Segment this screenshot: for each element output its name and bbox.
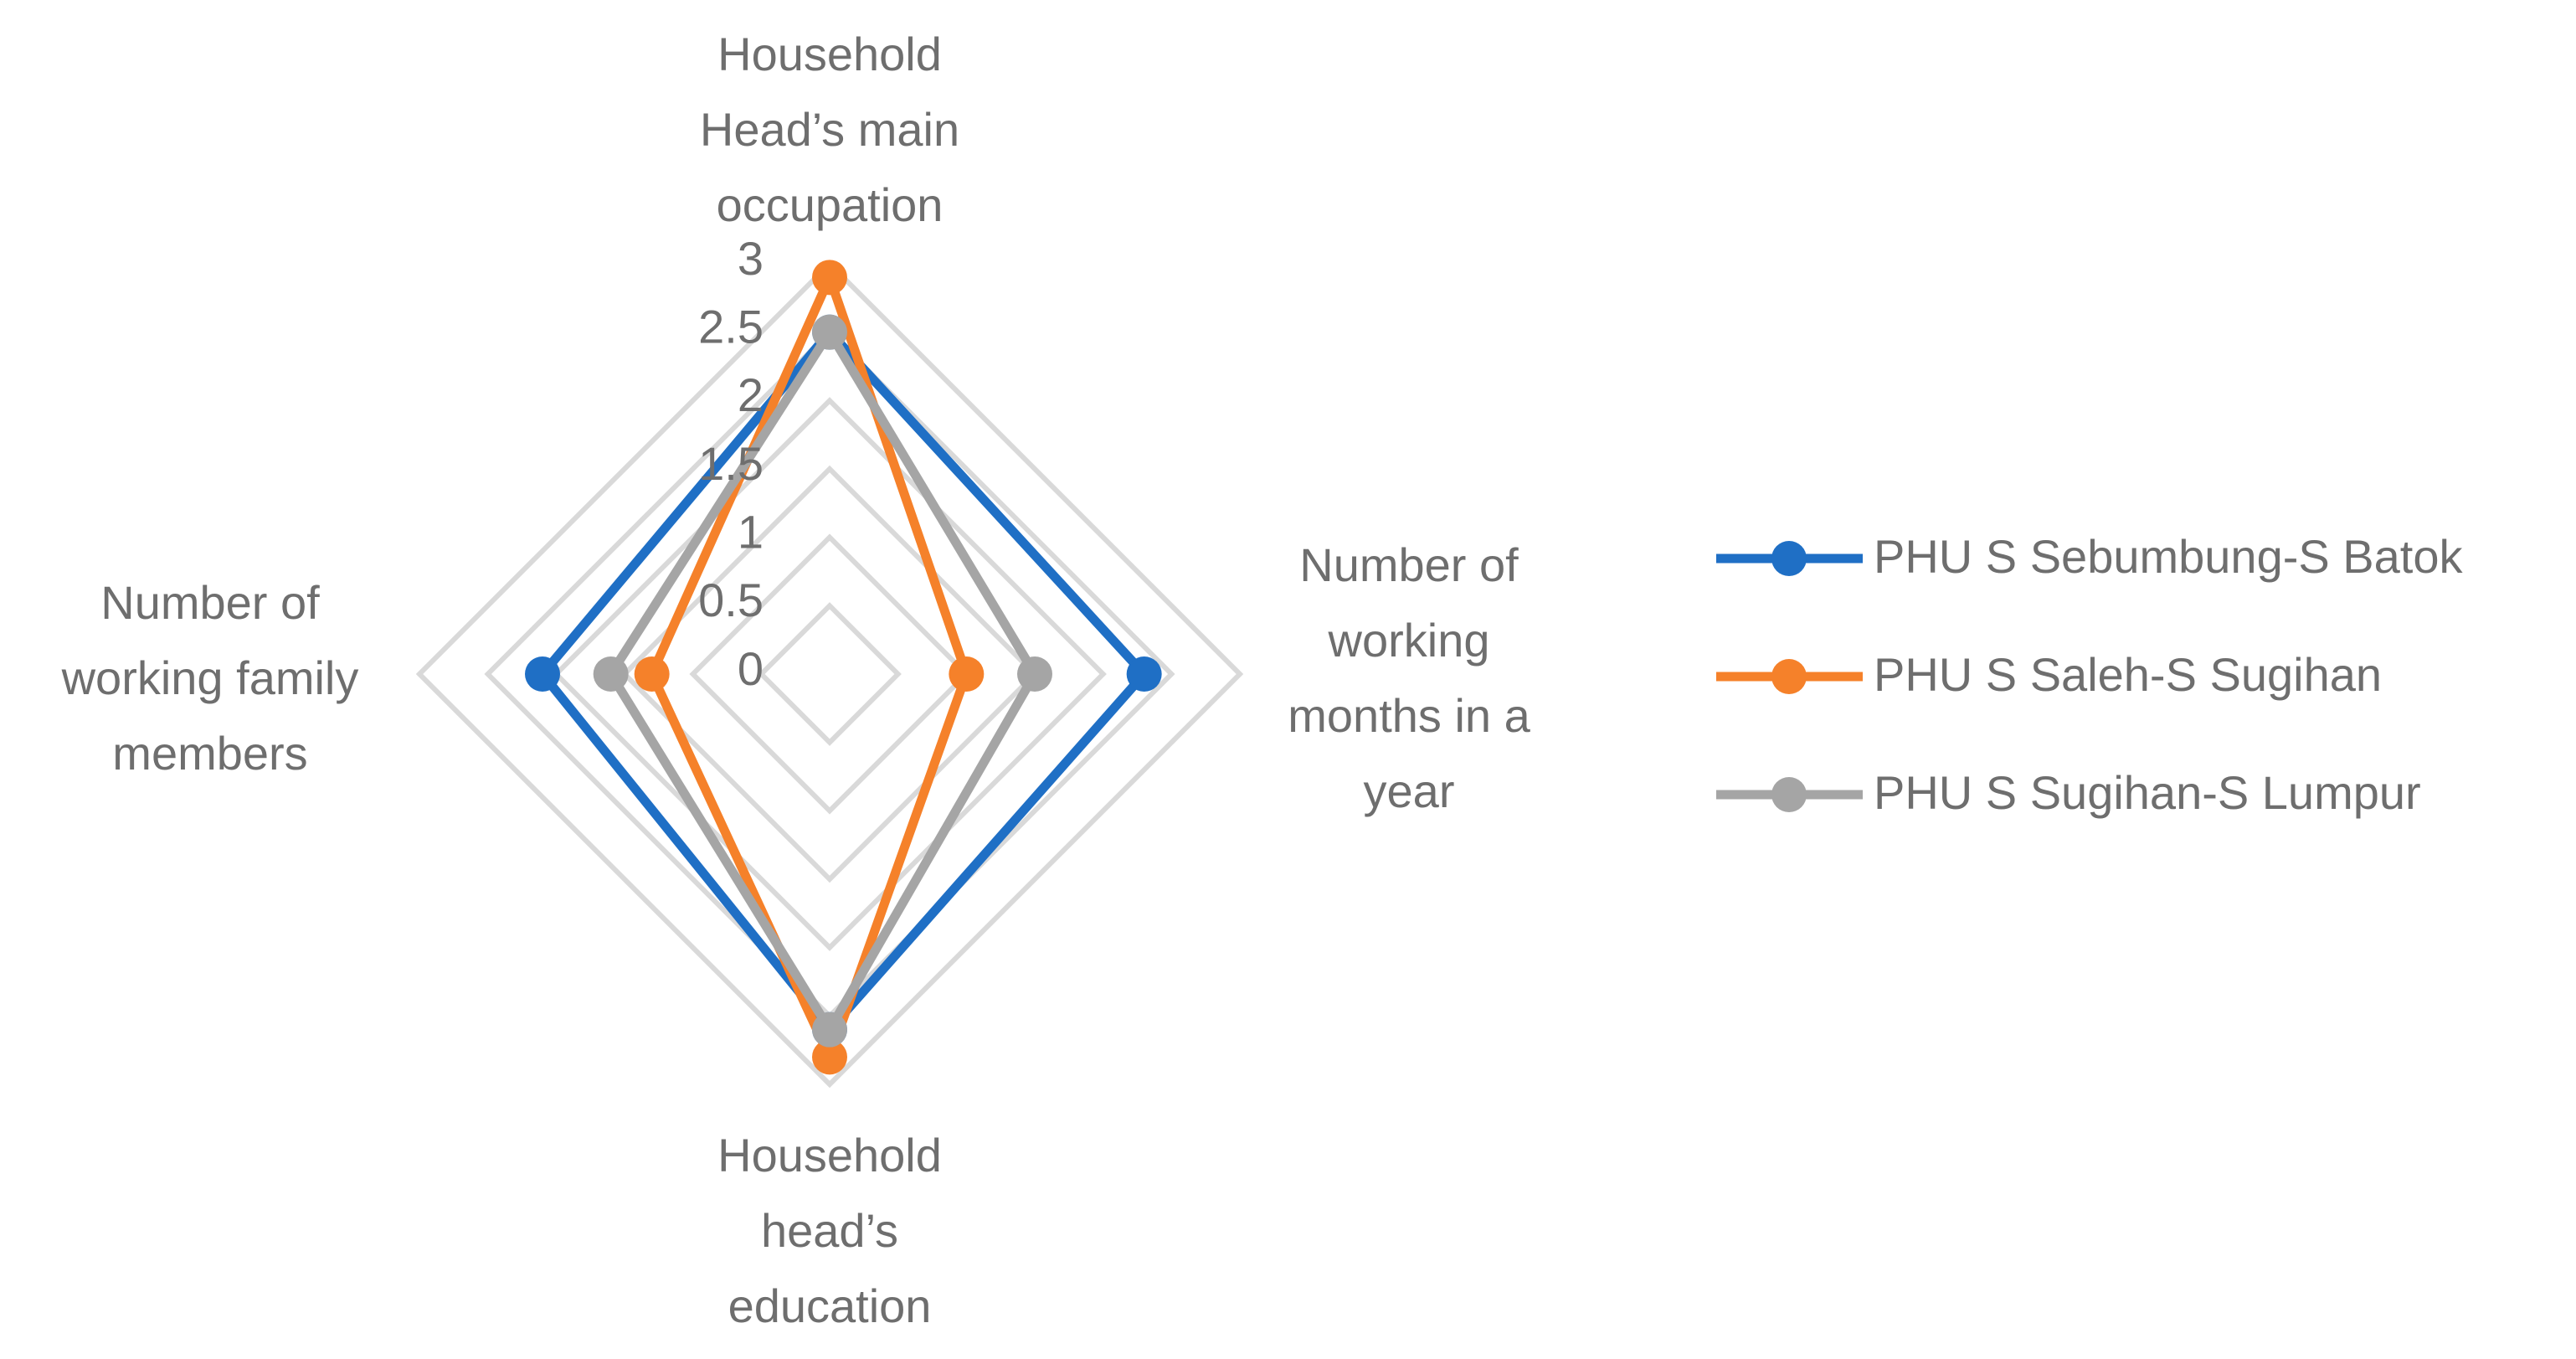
legend-label: PHU S Sebumbung-S Batok	[1874, 530, 2463, 583]
grid-ring	[415, 260, 1244, 1089]
data-point	[525, 656, 560, 692]
y-tick-label: 1	[738, 505, 764, 558]
category-label: Number of working months in a year	[1288, 538, 1530, 817]
y-tick-label: 2.5	[698, 300, 764, 353]
y-tick-label: 1.5	[698, 437, 764, 490]
y-tick-label: 0.5	[698, 574, 764, 626]
data-point	[634, 656, 670, 692]
data-point	[812, 1039, 847, 1075]
legend-marker	[1771, 777, 1807, 812]
data-point	[1126, 656, 1162, 692]
legend-marker	[1771, 659, 1807, 694]
data-point	[812, 1012, 847, 1048]
data-point	[949, 656, 985, 692]
data-point	[1017, 656, 1052, 692]
data-point	[593, 656, 629, 692]
grid-ring	[484, 328, 1175, 1020]
data-point	[812, 260, 847, 296]
grid-ring	[689, 533, 970, 815]
y-tick-label: 2	[738, 368, 764, 421]
category-label: Household Head’s main occupation	[699, 28, 960, 231]
y-tick-label: 3	[738, 232, 764, 285]
data-point	[812, 314, 847, 350]
category-label: Household head’s education	[717, 1129, 942, 1332]
grid-ring	[758, 602, 902, 746]
grid-ring	[553, 397, 1107, 951]
legend-marker	[1771, 541, 1807, 576]
legend-label: PHU S Saleh-S Sugihan	[1874, 648, 2382, 701]
legend-label: PHU S Sugihan-S Lumpur	[1874, 766, 2421, 819]
grid-ring	[620, 465, 1039, 883]
y-tick-label: 0	[738, 642, 764, 695]
category-label: Number of working family members	[61, 576, 359, 780]
